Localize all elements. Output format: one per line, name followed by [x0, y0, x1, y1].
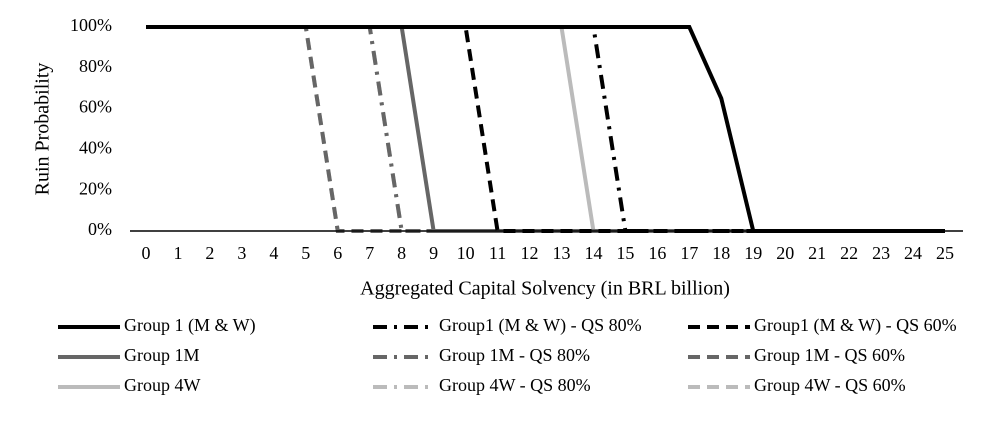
x-tick-label: 1: [173, 243, 182, 263]
x-tick-label: 7: [365, 243, 374, 263]
x-tick-label: 11: [489, 243, 506, 263]
x-tick-label: 2: [205, 243, 214, 263]
legend-label: Group 4W: [124, 375, 200, 395]
series-line: [146, 25, 945, 233]
series-line: [146, 25, 945, 233]
series-line: [146, 25, 945, 233]
x-tick-label: 25: [936, 243, 954, 263]
y-tick-label: 80%: [79, 56, 112, 76]
series-line: [146, 25, 945, 233]
legend-label: Group1 (M & W) - QS 80%: [439, 315, 642, 336]
y-tick-label: 100%: [70, 15, 112, 35]
x-tick-label: 12: [521, 243, 539, 263]
x-tick-label: 16: [648, 243, 666, 263]
x-tick-label: 21: [808, 243, 826, 263]
x-tick-label: 10: [457, 243, 475, 263]
x-tick-label: 23: [872, 243, 890, 263]
legend-label: Group 4W - QS 60%: [754, 375, 906, 395]
x-tick-label: 14: [584, 243, 602, 263]
y-tick-label: 20%: [79, 178, 112, 198]
y-tick-label: 0%: [88, 219, 112, 239]
series-line: [146, 25, 945, 233]
x-axis-title: Aggregated Capital Solvency (in BRL bill…: [360, 278, 730, 300]
x-tick-label: 8: [397, 243, 406, 263]
x-tick-label: 3: [237, 243, 246, 263]
x-tick-label: 20: [776, 243, 794, 263]
x-tick-label: 15: [616, 243, 634, 263]
x-tick-label: 5: [301, 243, 310, 263]
x-tick-label: 19: [744, 243, 762, 263]
legend-label: Group 1M - QS 60%: [754, 345, 905, 365]
legend-label: Group1 (M & W) - QS 60%: [754, 315, 957, 336]
x-tick-label: 4: [269, 243, 278, 263]
x-tick-label: 0: [142, 243, 151, 263]
x-tick-label: 24: [904, 243, 922, 263]
legend-label: Group 1M - QS 80%: [439, 345, 590, 365]
series-line: [146, 25, 945, 233]
x-tick-label: 13: [552, 243, 570, 263]
series-line: [146, 25, 945, 233]
x-tick-label: 17: [680, 243, 698, 263]
y-tick-label: 60%: [79, 97, 112, 117]
y-axis-title: Ruin Probability: [32, 63, 54, 196]
legend-label: Group 1M: [124, 345, 200, 365]
legend-label: Group 1 (M & W): [124, 315, 256, 336]
series-line: [146, 25, 945, 233]
x-tick-label: 6: [333, 243, 342, 263]
y-tick-label: 40%: [79, 138, 112, 158]
x-tick-label: 22: [840, 243, 858, 263]
series-line: [146, 25, 945, 233]
x-tick-label: 18: [712, 243, 730, 263]
x-tick-label: 9: [429, 243, 438, 263]
legend-label: Group 4W - QS 80%: [439, 375, 591, 395]
